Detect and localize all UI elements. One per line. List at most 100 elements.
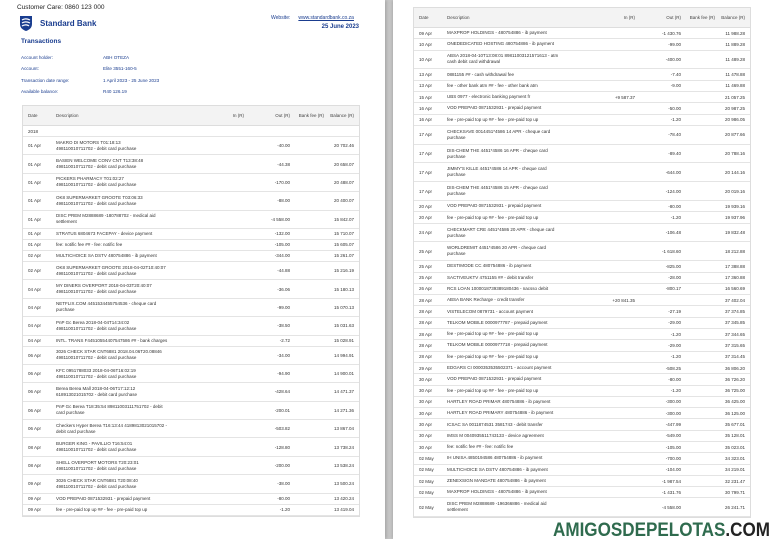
- cell-balance: 15 216.19: [333, 268, 354, 274]
- description-detail: 498110010711702 - debit card purchase: [56, 164, 137, 170]
- cell-description: ZENEXSIGN MANDATE 480754886 - ib payment: [447, 478, 587, 484]
- table-row: 04 Apr PnP Gc Berea 2018-04-04T14:34:02 49…: [23, 317, 359, 336]
- cell-description: fee - pre-paid top up ## - fee - pre-pai…: [447, 215, 587, 221]
- table-row: 09 Apr 3026 CHECK STAR CNT6881 T20:08:40 4…: [23, 475, 359, 494]
- cell-date: 25 Apr: [419, 275, 433, 281]
- description-line: fee - pre-paid top up ## - fee - pre-pai…: [447, 353, 539, 359]
- description-detail: purchase: [56, 307, 75, 313]
- cell-balance: 15 028.91: [333, 338, 354, 344]
- description-line: HARTLEY ROAD PRIMARY 480754886 - ib paym…: [447, 410, 554, 416]
- cell-description: SACTIVEUKTV 4751155 ## - debit transfer: [447, 275, 587, 281]
- description-line: RCS LOAN 1000018739389180436 - nacsso de…: [447, 285, 549, 291]
- cell-date: 02 Apr: [28, 253, 42, 259]
- table-row: 02 Apr MULTICHOICE SA DSTV 480754886 - ib…: [23, 251, 359, 262]
- cell-description: DISC PREM M2888689 -180788702 - medical …: [56, 213, 196, 225]
- col-balance: Balance (R): [721, 15, 745, 20]
- description-line: BURGER KING - PAVILLIO T16:54:01: [56, 441, 133, 447]
- cell-out: -132.00: [274, 231, 290, 237]
- table-row: 15 Apr UBS 0977 - electronic banking paym…: [414, 92, 750, 104]
- cell-out: -1.20: [670, 215, 681, 220]
- description-line: fee - pre-paid top up ## - fee - pre-pai…: [447, 331, 539, 337]
- cell-out: -1.20: [670, 331, 681, 337]
- col-date: Date: [419, 15, 429, 20]
- cell-out: -34.00: [277, 352, 290, 358]
- cell-out: -400.00: [665, 56, 681, 62]
- cell-balance: 13 419.04: [333, 507, 354, 513]
- cell-date: 26 Apr: [419, 286, 433, 292]
- description-line: UBS 0977 - electronic banking payment fr: [447, 94, 531, 100]
- cell-description: ONEDEDICATED HOSTING 480754886 - ib paym…: [447, 41, 587, 47]
- cell-date: 17 Apr: [419, 188, 433, 194]
- description-detail: 498110010711702 - debit card purchase: [56, 289, 137, 295]
- cell-date: 09 Apr: [28, 481, 42, 487]
- year-row: 2018: [23, 126, 359, 137]
- page-title: Transactions: [21, 38, 62, 45]
- account-label: Account:: [21, 66, 39, 72]
- website-link[interactable]: www.standardbank.co.za: [298, 15, 354, 21]
- cell-out: -40.00: [277, 143, 290, 149]
- description-line: VOD PREPAID 0871532931 - prepaid payment: [447, 376, 542, 382]
- description-line: HARTLEY ROAD PRIMAR 480754886 - ib payme…: [447, 398, 551, 404]
- cell-balance: 13 538.24: [333, 463, 354, 469]
- cell-date: 09 Apr: [28, 507, 42, 513]
- description-line: PnP Gc Berea T18:35:54 89811003111751702…: [56, 404, 163, 410]
- cell-date: 01 Apr: [28, 242, 42, 248]
- cell-out: -549.00: [665, 433, 681, 439]
- cell-out: -99.00: [668, 41, 681, 47]
- cell-date: 04 Apr: [28, 286, 42, 292]
- cell-balance: 13 420.24: [333, 496, 354, 502]
- description-line: OK8 SUPERMARKET GROOTE 2018-04-02T10:40:…: [56, 264, 166, 270]
- table-row: 17 Apr JIMMY'S KILLE 4451*4586 14 APR - c…: [414, 163, 750, 183]
- cell-date: 28 Apr: [419, 297, 433, 303]
- svg-text:AMIGOSDEPELOTAS.COM: AMIGOSDEPELOTAS.COM: [553, 520, 770, 539]
- description-detail: purchase: [447, 232, 466, 238]
- table-row: 06 Apr PnP Gc Berea T18:35:54 89811003111…: [23, 402, 359, 421]
- cell-description: MULTICHOICE SA DSTV 480754886 - ib payme…: [56, 253, 196, 259]
- description-detail: 498110010711702 - debit card purchase: [56, 145, 137, 151]
- cell-balance: 15 031.63: [333, 323, 354, 329]
- cell-balance: 13 738.24: [333, 444, 354, 450]
- cell-description: OK8 SUPERMARKET GROOTE T03:06:33 49811001…: [56, 195, 196, 207]
- cell-description: MAXPROP HOLDINGS - 480754886 - ib paymen…: [447, 30, 587, 36]
- cell-date: 04 Apr: [28, 323, 42, 329]
- cell-date: 17 Apr: [419, 132, 433, 138]
- description-line: MAXPROP HOLDINGS - 480754886 - ib paymen…: [447, 30, 547, 36]
- table-row: 02 May MULTICHOICE SA DSTV 480754886 - ib…: [414, 465, 750, 476]
- cell-balance: 36 425.00: [724, 399, 745, 405]
- description-line: JIMMY'S KILLE 4451*4586 14 APR - cheque …: [447, 166, 547, 172]
- account-value: Elite 3551-160-5: [103, 66, 137, 72]
- description-detail: purchase: [447, 191, 466, 197]
- description-line: ABSA BANK Recharge - credit transfer: [447, 297, 525, 303]
- description-line: MY DINERS OVERPORT 2018-04-03T20:40:07: [56, 283, 152, 289]
- description-line: fee - pre-paid top up ## - fee - pre-pai…: [447, 116, 539, 122]
- cell-out: -170.00: [274, 179, 290, 185]
- cell-out: -94.90: [277, 371, 290, 377]
- table-row: 30 Apr HARTLEY ROAD PRIMAR 480754886 - ib…: [414, 397, 750, 409]
- cell-out: -428.64: [274, 389, 290, 395]
- description-line: WORLDREMIT 4451*4586 20 APR - cheque car…: [447, 245, 546, 251]
- cell-description: DISC PREM M2888689 -196366886 - medical …: [447, 501, 587, 513]
- watermark-domain: .COM: [725, 520, 770, 539]
- table-row: 17 Apr CHECKSAVE 0014451*4586 14 APR - ch…: [414, 126, 750, 145]
- cell-balance: 20 987.25: [724, 105, 745, 111]
- cell-description: SHELL OVERPORT MOTORS T20:23:01 498110010…: [56, 460, 196, 472]
- table-row: 25 Apr WORLDREMIT 4451*4586 20 APR - cheq…: [414, 242, 750, 262]
- cell-date: 30 Apr: [419, 444, 433, 450]
- transactions-table: Date Description In (R) Out (R) Bank fee…: [413, 7, 751, 519]
- description-line: IH UNISA 4850194586 480754886 - ib payme…: [447, 455, 543, 461]
- table-row: 01 Apr BASIEN WELCOME CONV CNT T13:38:48 4…: [23, 155, 359, 174]
- cell-description: TELKOM MOBILE 0000977718 - prepaid payme…: [447, 342, 587, 348]
- cell-date: 01 Apr: [28, 198, 42, 204]
- description-line: DISC PREM M2888689 -196366886 - medical …: [447, 501, 547, 507]
- description-detail: 498110010711702 - debit card purchase: [56, 200, 137, 206]
- cell-date: 02 May: [419, 504, 434, 510]
- table-row: 30 Apr HARTLEY ROAD PRIMARY 480754886 - i…: [414, 408, 750, 420]
- cell-date: 15 Apr: [419, 94, 433, 100]
- cell-out: -50.00: [668, 105, 681, 111]
- cell-balance: 11 988.28: [725, 30, 745, 36]
- description-line: DIS-CHEM THE 4451*4586 15 APR - cheque c…: [447, 185, 548, 191]
- cell-description: INTL. TRANS F44510554407547586 ## - bank…: [56, 338, 196, 344]
- description-line: 3026 CHECK STAR CNT6881 2018.04.06T20.08…: [56, 349, 162, 355]
- cell-date: 01 Apr: [28, 179, 42, 185]
- cell-date: 02 May: [419, 489, 434, 495]
